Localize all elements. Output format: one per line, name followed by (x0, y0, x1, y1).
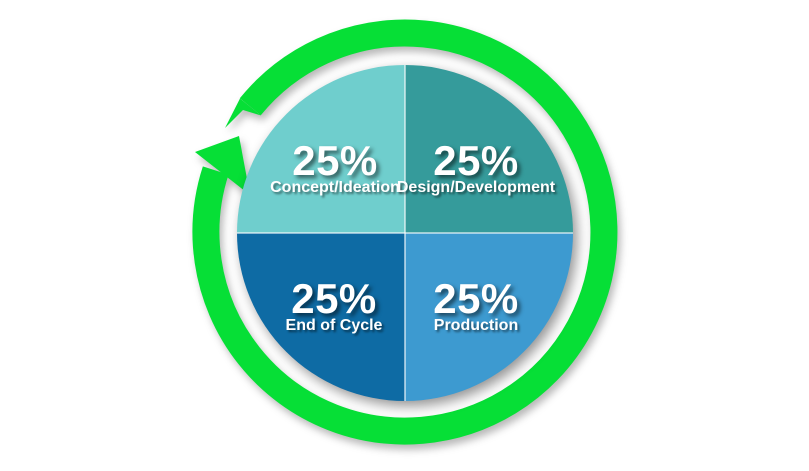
slice-label-production: Production (434, 317, 518, 334)
slice-value-production: 25% (433, 275, 519, 322)
slice-label-design-development: Design/Development (397, 179, 556, 196)
slice-value-end-of-cycle: 25% (291, 275, 377, 322)
pie-slice-concept-ideation (237, 65, 405, 233)
pie-labels: 25% Concept/Ideation 25% Design/Developm… (270, 137, 556, 334)
cycle-arrow (192, 19, 618, 445)
cycle-arrow-head-icon (195, 136, 250, 195)
cycle-arrow-arc (192, 19, 618, 445)
cycle-arrow-tail-icon (225, 98, 261, 128)
slice-label-concept-ideation: Concept/Ideation (270, 179, 400, 196)
pie-slice-production (405, 233, 573, 401)
slice-label-end-of-cycle: End of Cycle (286, 317, 383, 334)
pie-slice-end-of-cycle (237, 233, 405, 401)
slice-value-concept-ideation: 25% (292, 137, 378, 184)
pie-chart (237, 65, 573, 401)
pie-slice-design-development (405, 65, 573, 233)
slice-value-design-development: 25% (433, 137, 519, 184)
